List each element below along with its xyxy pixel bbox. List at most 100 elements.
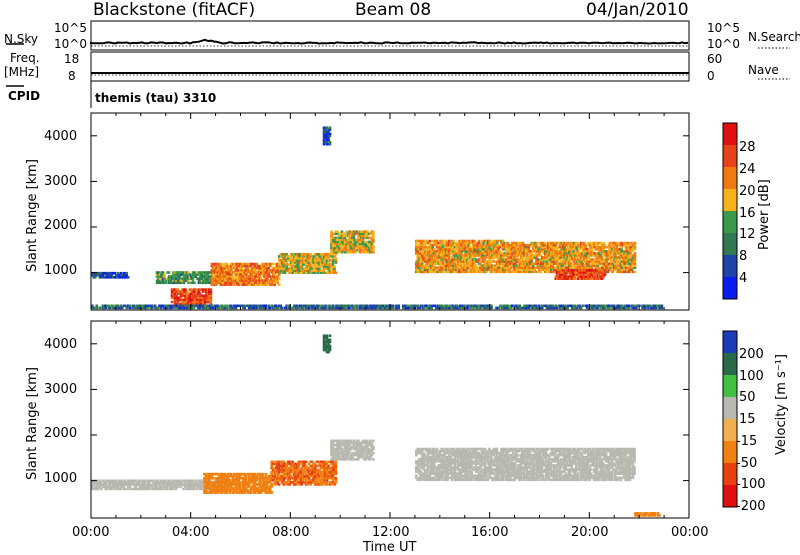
power-cell: [467, 270, 470, 274]
power-cell: [626, 264, 629, 267]
power-cell: [178, 275, 181, 278]
power-cell: [453, 250, 457, 253]
power-cell: [434, 306, 438, 310]
velocity-cell: [295, 470, 299, 474]
power-cell: [523, 245, 526, 249]
power-cell: [277, 283, 281, 286]
power-cell: [509, 270, 513, 274]
power-cell: [578, 266, 581, 270]
power-cell: [276, 281, 279, 284]
velocity-cell: [141, 479, 145, 483]
power-cell: [364, 246, 368, 250]
power-cell: [549, 260, 553, 263]
power-cell: [495, 266, 499, 270]
velocity-cell: [224, 472, 227, 476]
power-cell: [256, 279, 260, 282]
power-cell: [208, 298, 211, 302]
power-cell: [181, 292, 184, 295]
power-cell: [570, 254, 574, 257]
power-cell: [406, 304, 410, 308]
power-cell: [588, 254, 592, 257]
power-cell: [212, 281, 215, 284]
power-cell: [539, 250, 543, 253]
velocity-cell: [114, 483, 118, 487]
velocity-cell: [98, 479, 102, 483]
power-cell: [351, 306, 354, 310]
velocity-cell: [116, 485, 120, 489]
power-cell: [345, 242, 348, 246]
power-cell: [557, 304, 561, 308]
power-cell: [623, 266, 626, 270]
power-cell: [594, 247, 598, 251]
velocity-cell: [99, 487, 103, 491]
power-cell: [343, 244, 347, 248]
power-cell: [322, 265, 326, 268]
power-cell: [603, 250, 607, 253]
power-cell: [276, 264, 279, 268]
velocity-cell: [224, 485, 227, 488]
power-cell: [327, 136, 330, 140]
power-cell: [579, 273, 583, 276]
power-cell: [551, 247, 555, 251]
power-cell: [250, 306, 254, 310]
power-cell: [486, 262, 490, 265]
power-cell: [606, 256, 610, 259]
power-cell: [466, 306, 469, 310]
velocity-cell: [116, 487, 120, 491]
power-cell: [438, 243, 442, 247]
velocity-cell: [295, 474, 299, 478]
power-cell: [325, 142, 329, 146]
power-cell: [566, 266, 570, 270]
power-cell: [340, 240, 344, 244]
power-cell: [298, 255, 302, 258]
power-cell: [185, 306, 188, 310]
power-cell: [176, 279, 180, 282]
power-cell: [188, 306, 191, 310]
power-cell: [461, 266, 464, 270]
power-cell: [309, 255, 312, 258]
velocity-cell: [213, 472, 217, 476]
velocity-cell: [273, 481, 276, 484]
power-cell: [185, 271, 189, 274]
velocity-cell: [256, 487, 260, 490]
power-cell: [268, 306, 272, 310]
power-cell: [342, 242, 345, 246]
power-cell: [509, 306, 513, 310]
power-cell: [256, 271, 260, 274]
power-cell: [265, 277, 269, 280]
velocity-cell: [207, 487, 211, 490]
power-cell: [581, 260, 584, 263]
power-cell: [467, 243, 470, 247]
power-cell: [458, 241, 461, 245]
power-cell: [444, 239, 448, 243]
power-cell: [110, 276, 114, 279]
power-cell: [444, 266, 448, 270]
power-cell: [495, 247, 499, 251]
power-cell: [432, 260, 436, 263]
power-cell: [588, 243, 592, 247]
power-cell: [349, 230, 353, 233]
power-cell: [419, 254, 423, 257]
power-cell: [246, 277, 250, 280]
velocity-cell: [204, 481, 208, 484]
power-cell: [476, 268, 479, 272]
power-cell: [560, 262, 564, 265]
velocity-cell: [295, 476, 299, 480]
power-cell: [203, 273, 207, 276]
power-cell: [597, 260, 601, 263]
power-cell: [485, 241, 488, 245]
power-cell: [205, 292, 208, 295]
power-cell: [178, 292, 181, 295]
power-cell: [346, 306, 350, 310]
power-cell: [241, 283, 245, 286]
power-cell: [225, 281, 229, 284]
velocity-cell: [204, 489, 208, 492]
power-cell: [500, 252, 503, 255]
velocity-cell: [286, 462, 290, 466]
velocity-cell: [195, 481, 199, 485]
power-cell: [618, 268, 622, 272]
power-cell: [240, 264, 244, 268]
power-cell: [346, 238, 350, 242]
power-cell: [443, 306, 447, 310]
power-cell: [256, 281, 260, 284]
